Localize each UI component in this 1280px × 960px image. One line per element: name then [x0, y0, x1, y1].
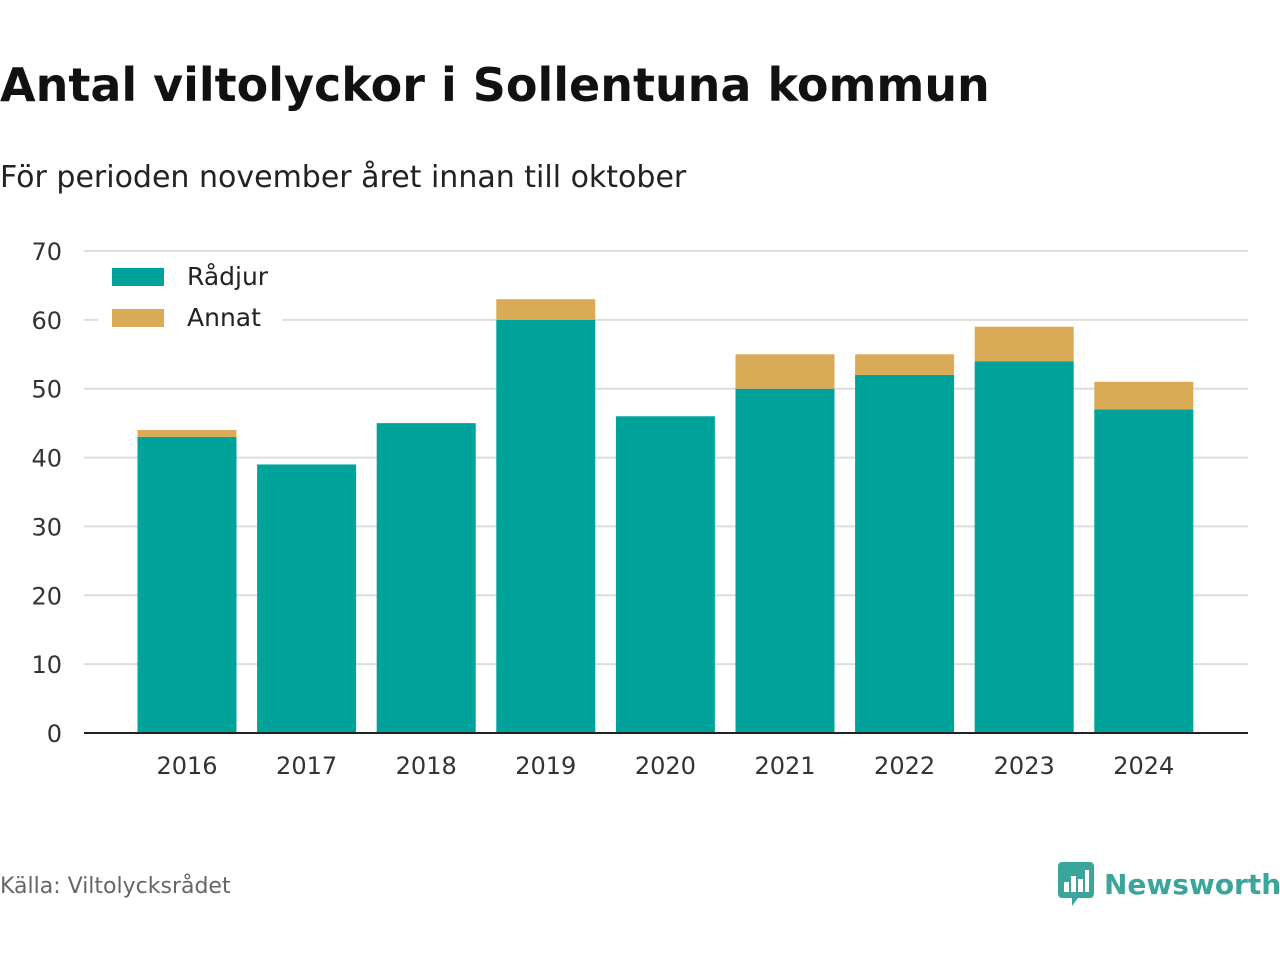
x-tick-label: 2016 — [156, 752, 217, 780]
bar-radjur — [376, 423, 476, 733]
bar-annat — [855, 354, 955, 375]
bar-annat — [496, 299, 596, 320]
bar-annat — [974, 326, 1074, 362]
y-tick-label: 60 — [31, 307, 62, 335]
y-tick-label: 20 — [31, 582, 62, 610]
legend-swatch — [112, 268, 164, 286]
y-tick-label: 50 — [31, 376, 62, 404]
bar-radjur — [257, 464, 357, 733]
x-tick-label: 2020 — [635, 752, 696, 780]
bar-annat — [735, 354, 835, 389]
brand-name: Newsworthy — [1104, 867, 1280, 901]
x-tick-label: 2018 — [396, 752, 457, 780]
bar-radjur — [735, 388, 835, 733]
y-tick-label: 30 — [31, 513, 62, 541]
y-tick-label: 10 — [31, 651, 62, 679]
bar-radjur — [1094, 409, 1194, 733]
x-tick-label: 2021 — [754, 752, 815, 780]
bar-radjur — [855, 374, 955, 733]
x-tick-label: 2017 — [276, 752, 337, 780]
legend-label: Rådjur — [187, 262, 269, 291]
y-tick-label: 40 — [31, 445, 62, 473]
bar-radjur — [615, 416, 715, 733]
chart-title: Antal viltolyckor i Sollentuna kommun — [0, 58, 990, 112]
stacked-bar-chart: 0 10 20 30 40 50 60 70 2016 2017 2018 2019 2020 2021 2… — [31, 238, 1248, 780]
legend-label: Annat — [187, 303, 261, 332]
bar-chart-speech-bubble-icon — [1058, 862, 1094, 906]
brand-logo: Newsworthy — [1058, 862, 1280, 906]
chart-subtitle: För perioden november året innan till ok… — [0, 160, 687, 195]
x-tick-label: 2019 — [515, 752, 576, 780]
legend-swatch — [112, 309, 164, 327]
x-tick-label: 2024 — [1113, 752, 1174, 780]
bar-annat — [137, 430, 237, 437]
x-tick-label: 2022 — [874, 752, 935, 780]
source-note: Källa: Viltolycksrådet — [0, 874, 231, 899]
bar-radjur — [496, 319, 596, 733]
bar-radjur — [974, 361, 1074, 733]
y-tick-label: 70 — [31, 238, 62, 266]
bar-radjur — [137, 436, 237, 733]
bar-annat — [1094, 381, 1194, 410]
x-tick-label: 2023 — [994, 752, 1055, 780]
y-tick-label: 0 — [47, 720, 62, 748]
